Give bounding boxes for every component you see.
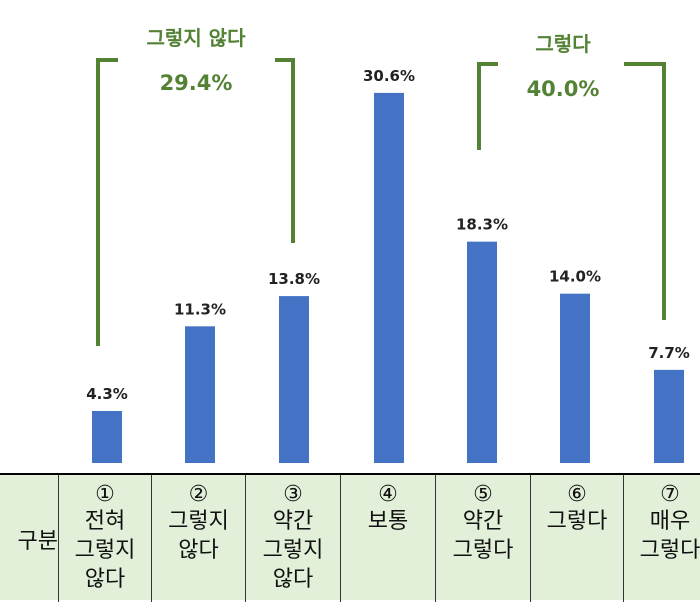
bracket-line-1 xyxy=(96,58,118,346)
table-cell-3: ③ 약간 그렇지 않다 xyxy=(245,475,340,602)
table-cell-6: ⑥ 그렇다 xyxy=(530,475,623,602)
column-number-1: ① xyxy=(95,482,115,507)
value-label-4: 30.6% xyxy=(363,67,415,85)
bracket-line-2 xyxy=(477,62,498,150)
bars xyxy=(92,92,684,463)
table-cell-5: ⑤ 약간 그렇다 xyxy=(435,475,530,602)
value-label-5: 18.3% xyxy=(456,216,508,234)
bar-chart: 그렇지 않다 29.4% 그렇다 40.0% 4.3% 11.3% 13.8% 30.6% 1… xyxy=(86,26,690,463)
bar-1 xyxy=(92,410,122,463)
column-number-3: ③ xyxy=(283,482,303,507)
value-label-3: 13.8% xyxy=(268,270,320,288)
group-brackets: 그렇지 않다 29.4% 그렇다 40.0% xyxy=(96,26,666,346)
group-name-1: 그렇지 않다 xyxy=(147,26,247,50)
bracket-line-1b xyxy=(275,58,295,243)
bracket-line-2b xyxy=(624,62,666,320)
column-label-4: 보통 xyxy=(367,509,409,534)
value-labels: 4.3% 11.3% 13.8% 30.6% 18.3% 14.0% 7.7% xyxy=(86,67,690,403)
group-name-2: 그렇다 xyxy=(535,32,591,56)
column-label-2: 그렇지 않다 xyxy=(168,509,229,563)
column-label-6: 그렇다 xyxy=(546,509,608,534)
group-total-2: 40.0% xyxy=(527,77,600,101)
column-number-6: ⑥ xyxy=(567,482,587,507)
bar-3 xyxy=(279,296,309,463)
bar-4 xyxy=(374,92,404,463)
column-label-1: 전혀 그렇지 않다 xyxy=(74,509,136,592)
bar-6 xyxy=(560,293,590,463)
value-label-6: 14.0% xyxy=(549,268,601,286)
bar-5 xyxy=(467,241,497,463)
column-number-2: ② xyxy=(188,482,209,507)
bar-7 xyxy=(654,369,684,463)
table-cell-1: ① 전혀 그렇지 않다 xyxy=(58,475,151,602)
table-cell-2: ② 그렇지 않다 xyxy=(151,475,245,602)
category-table: 구분 ① 전혀 그렇지 않다 ② 그렇지 않다 ③ 약간 그렇지 않다 ④ 보통 ⑤ 약간 그렇다… xyxy=(0,473,700,602)
bar-2 xyxy=(185,326,215,463)
table-cell-4: ④ 보통 xyxy=(340,475,435,602)
column-number-7: ⑦ xyxy=(660,482,680,507)
value-label-1: 4.3% xyxy=(86,385,128,403)
column-label-3: 약간 그렇지 않다 xyxy=(262,509,324,592)
table-cell-7: ⑦ 매우 그렇다 xyxy=(623,475,700,602)
column-label-5: 약간 그렇다 xyxy=(452,509,514,563)
column-label-7: 매우 그렇다 xyxy=(639,509,700,563)
value-label-2: 11.3% xyxy=(174,300,226,318)
column-number-4: ④ xyxy=(378,482,398,507)
table-header-cell: 구분 xyxy=(0,475,58,602)
group-total-1: 29.4% xyxy=(160,71,233,95)
table-header-label: 구분 xyxy=(17,528,58,554)
column-number-5: ⑤ xyxy=(473,482,493,507)
value-label-7: 7.7% xyxy=(648,344,690,362)
